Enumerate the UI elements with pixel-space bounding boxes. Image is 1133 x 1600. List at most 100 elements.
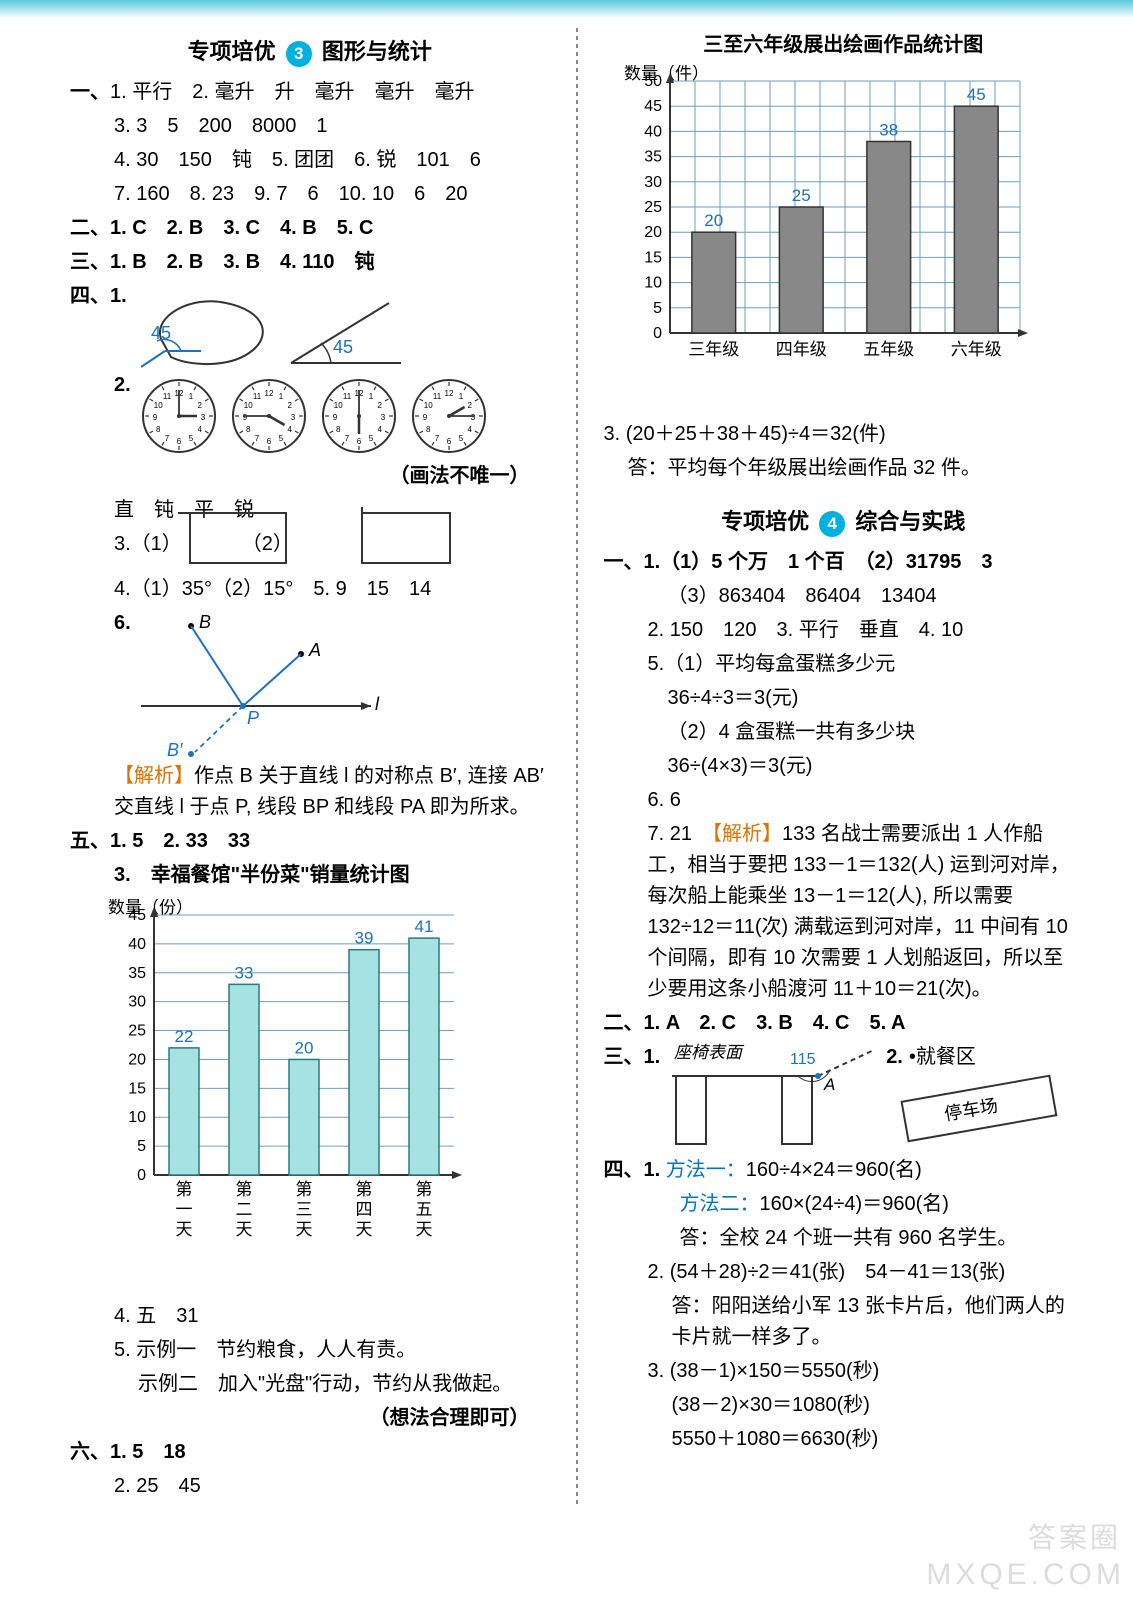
- parking-figure: 停车场: [886, 1073, 1066, 1145]
- svg-text:45: 45: [644, 98, 662, 115]
- svg-text:5: 5: [137, 1138, 146, 1155]
- svg-text:2: 2: [377, 401, 382, 410]
- svg-text:3: 3: [290, 413, 295, 422]
- rs1-l2: （3）863404 86404 13404: [668, 581, 1084, 612]
- svg-text:l: l: [375, 694, 380, 714]
- svg-text:三年级: 三年级: [688, 340, 739, 359]
- svg-text:五年级: 五年级: [863, 340, 914, 359]
- svg-text:0: 0: [137, 1167, 146, 1184]
- svg-text:9: 9: [152, 413, 157, 422]
- svg-text:10: 10: [333, 401, 342, 410]
- svg-text:20: 20: [295, 1038, 314, 1057]
- svg-text:41: 41: [415, 917, 434, 936]
- svg-text:天: 天: [416, 1220, 433, 1239]
- rs4-l4: 2. (54＋28)÷2＝41(张) 54－41＝13(张): [648, 1257, 1084, 1288]
- clock-2: 121234567891011: [229, 376, 309, 456]
- rs4-l3: 答：全校 24 个班一共有 960 名学生。: [680, 1223, 1084, 1254]
- svg-text:8: 8: [426, 425, 431, 434]
- svg-text:第: 第: [416, 1180, 433, 1199]
- rs1-l8: 6. 6: [648, 785, 1084, 816]
- rs1-l5: 36÷4÷3＝3(元): [668, 683, 1084, 714]
- s6-b: 2. 25 45: [114, 1471, 550, 1502]
- svg-text:数量（份）: 数量（份）: [108, 899, 193, 917]
- svg-text:9: 9: [332, 413, 337, 422]
- svg-text:二: 二: [236, 1200, 253, 1219]
- svg-text:9: 9: [422, 413, 427, 422]
- svg-text:天: 天: [176, 1220, 193, 1239]
- svg-text:6: 6: [446, 437, 451, 446]
- svg-text:2: 2: [197, 401, 202, 410]
- geometry-fig: l B A P B′: [131, 608, 391, 758]
- svg-text:4: 4: [287, 425, 292, 434]
- s5-5c: （想法合理即可）: [70, 1403, 550, 1434]
- left-title: 专项培优 3 图形与统计: [70, 34, 550, 67]
- s4-l1: 四、1. 45 45: [70, 281, 550, 371]
- svg-text:1: 1: [278, 392, 283, 401]
- svg-text:25: 25: [644, 199, 662, 216]
- svg-text:2: 2: [287, 401, 292, 410]
- s4-2-label: 2.: [114, 374, 131, 397]
- chart1: 数量（份）05101520253035404522第一天33第二天20第三天39…: [100, 899, 480, 1293]
- rs1-l9: 7. 21 【解析】133 名战士需要派出 1 人作船工，相当于要把 133－1…: [648, 819, 1084, 1005]
- column-divider: [576, 28, 578, 1505]
- svg-text:38: 38: [879, 120, 898, 139]
- rs4-l2: 方法二：160×(24÷4)＝960(名): [680, 1189, 1084, 1220]
- svg-text:座椅表面: 座椅表面: [674, 1043, 745, 1062]
- svg-text:15: 15: [644, 249, 662, 266]
- svg-text:11: 11: [343, 392, 352, 401]
- s5-5b: 示例二 加入"光盘"行动，节约从我做起。: [138, 1369, 550, 1400]
- svg-text:45: 45: [333, 337, 353, 357]
- s2: 二、1. C 2. B 3. C 4. B 5. C: [70, 213, 550, 244]
- svg-text:六年级: 六年级: [950, 340, 1001, 359]
- svg-text:25: 25: [791, 186, 810, 205]
- svg-text:12: 12: [264, 389, 273, 398]
- page-header-wave: [0, 0, 1133, 18]
- title-num-badge: 3: [286, 41, 312, 67]
- svg-text:第: 第: [236, 1180, 253, 1199]
- svg-text:7: 7: [344, 434, 349, 443]
- svg-text:8: 8: [246, 425, 251, 434]
- svg-text:天: 天: [236, 1220, 253, 1239]
- title-text: 图形与统计: [322, 39, 432, 64]
- svg-text:第: 第: [296, 1180, 313, 1199]
- svg-text:45: 45: [128, 907, 146, 924]
- svg-text:5: 5: [458, 434, 463, 443]
- svg-text:4: 4: [197, 425, 202, 434]
- svg-text:A: A: [823, 1075, 835, 1094]
- svg-text:4: 4: [467, 425, 472, 434]
- svg-text:一: 一: [176, 1200, 193, 1219]
- svg-text:10: 10: [644, 275, 662, 292]
- svg-text:50: 50: [644, 73, 662, 90]
- clock-3: 121234567891011: [319, 376, 399, 456]
- svg-text:3: 3: [470, 413, 475, 422]
- clock-4: 121234567891011: [409, 376, 489, 456]
- svg-text:天: 天: [296, 1220, 313, 1239]
- svg-text:5: 5: [653, 300, 662, 317]
- chart1-wrap: 数量（份）05101520253035404522第一天33第二天20第三天39…: [100, 899, 550, 1293]
- rs4-l8: 5550＋1080＝6630(秒): [672, 1424, 1084, 1455]
- s3: 三、1. B 2. B 3. B 4. 110 钝: [70, 247, 550, 278]
- svg-text:P: P: [247, 708, 259, 728]
- svg-text:6: 6: [266, 437, 271, 446]
- rs4-l7: (38－2)×30＝1080(秒): [672, 1390, 1084, 1421]
- svg-text:30: 30: [644, 174, 662, 191]
- svg-text:9: 9: [242, 413, 247, 422]
- svg-text:35: 35: [128, 965, 146, 982]
- svg-text:12: 12: [444, 389, 453, 398]
- chart2-wrap: 数量（件）0510152025303540455020三年级25四年级38五年级…: [614, 65, 1084, 411]
- svg-text:7: 7: [164, 434, 169, 443]
- svg-text:8: 8: [336, 425, 341, 434]
- svg-text:8: 8: [156, 425, 161, 434]
- svg-text:3: 3: [200, 413, 205, 422]
- s1-l4: 7. 160 8. 23 9. 7 6 10. 10 6 20: [114, 179, 550, 210]
- title-prefix: 专项培优: [188, 39, 276, 64]
- svg-text:39: 39: [355, 929, 374, 948]
- rs1-l3: 2. 150 120 3. 平行 垂直 4. 10: [648, 615, 1084, 646]
- r3b: 答：平均每个年级展出绘画作品 32 件。: [628, 453, 1084, 484]
- svg-text:三: 三: [296, 1200, 313, 1219]
- svg-text:B: B: [199, 612, 211, 632]
- svg-text:1: 1: [458, 392, 463, 401]
- s1-l3: 4. 30 150 钝 5. 团团 6. 锐 101 6: [114, 145, 550, 176]
- s5-4: 4. 五 31: [114, 1301, 550, 1332]
- rs4-l6: 3. (38－1)×150＝5550(秒): [648, 1356, 1084, 1387]
